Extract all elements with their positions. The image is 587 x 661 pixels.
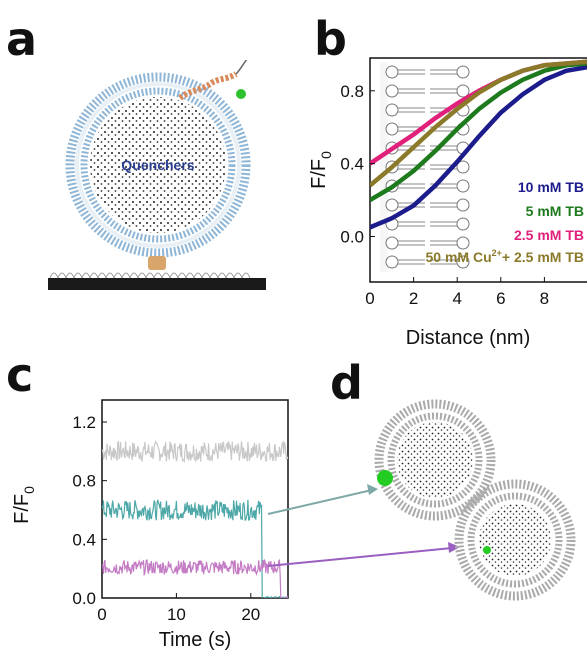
xlabel-c: Time (s)	[159, 629, 232, 651]
legend-b-1: 5 mM TB	[526, 203, 584, 219]
fluorophore-outer	[377, 470, 393, 486]
legend-b-0: 10 mM TB	[518, 179, 584, 195]
xtick-label-b: 8	[540, 289, 549, 308]
membrane-background	[380, 62, 388, 272]
legend-b-3: 50 mM Cu2++ 2.5 mM TB	[426, 248, 584, 265]
panel-label-b: b	[314, 12, 347, 66]
xtick-label-b: 0	[365, 289, 374, 308]
plot-frame-b	[369, 57, 587, 283]
arrow-purple-head	[448, 542, 460, 553]
series-b-1	[370, 61, 587, 202]
anchor-protein	[148, 256, 166, 270]
xlabel-b: Distance (nm)	[406, 327, 530, 349]
series-c-2	[102, 558, 288, 598]
surface-brush	[49, 272, 251, 280]
panel-label-d: d	[330, 356, 363, 410]
ytick-label-c: 0.8	[72, 472, 96, 491]
panel-a-diagram: Quenchers	[48, 60, 266, 290]
series-b-3	[370, 59, 587, 188]
ylabel-c: F/F0	[11, 486, 37, 524]
ytick-label-c: 0.0	[72, 589, 96, 608]
vesicle-membrane	[65, 72, 251, 258]
panel-label-a: a	[6, 12, 38, 66]
series-c-1	[102, 499, 288, 598]
lipid-bilayer-illustration	[385, 65, 470, 269]
legend-b-2: 2.5 mM TB	[514, 227, 584, 243]
ytick-label-b: 0.4	[340, 155, 364, 174]
arrow-teal	[267, 489, 373, 515]
fluorophore-inserted	[483, 546, 491, 554]
xtick-label-c: 20	[241, 605, 260, 624]
vesicle-2	[454, 479, 576, 601]
ytick-label-b: 0.8	[340, 82, 364, 101]
ylabel-b: F/F0	[308, 151, 334, 189]
panel-label-c: c	[6, 348, 34, 402]
xtick-label-c: 0	[97, 605, 106, 624]
panel-d-diagram	[374, 399, 576, 601]
xtick-label-b: 2	[409, 289, 418, 308]
series-c-0	[102, 440, 288, 464]
plot-frame-c	[101, 399, 289, 599]
ytick-label-c: 1.2	[72, 413, 96, 432]
substrate	[48, 278, 266, 290]
xtick-label-b: 6	[496, 289, 505, 308]
arrow-purple	[267, 547, 453, 567]
arrow-teal-head	[367, 484, 378, 495]
tether-line	[235, 60, 248, 75]
ytick-label-c: 0.4	[72, 530, 96, 549]
fluorophore-dot	[236, 89, 246, 99]
series-b-0	[370, 64, 587, 230]
peptide-chain	[178, 71, 238, 101]
quenchers-label: Quenchers	[121, 157, 194, 173]
ytick-label-b: 0.0	[340, 227, 364, 246]
quencher-lumen	[90, 97, 226, 233]
xtick-label-b: 4	[452, 289, 461, 308]
vesicle-1	[374, 399, 496, 521]
xtick-label-c: 10	[167, 605, 186, 624]
